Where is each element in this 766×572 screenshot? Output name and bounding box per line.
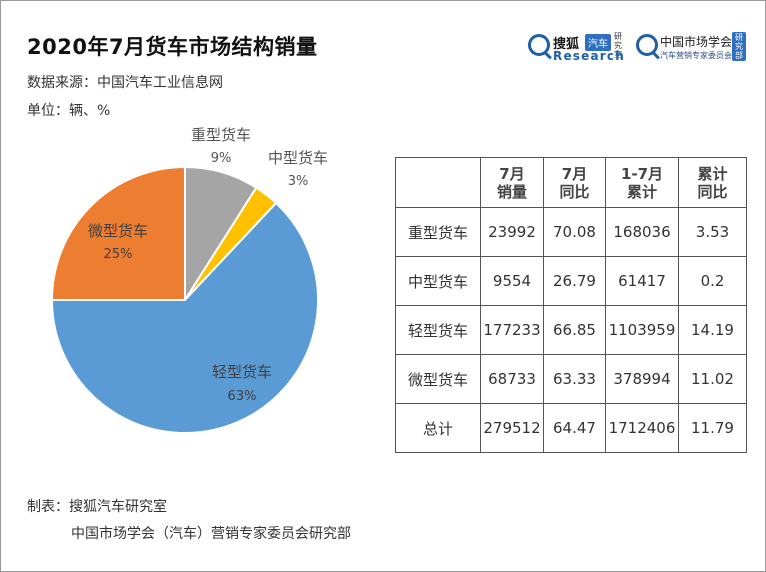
cma-logo-tag: 研究部 (732, 32, 746, 61)
table-header-cell: 1-7月 累计 (605, 157, 679, 208)
table-cell: 11.02 (678, 354, 747, 404)
table-header-cell (395, 157, 481, 208)
table-cell: 61417 (605, 256, 679, 306)
chart-title: 2020年7月货车市场结构销量 (27, 35, 318, 59)
table-cell: 70.08 (543, 207, 606, 257)
table-cell: 0.2 (678, 256, 747, 306)
table-header-cell: 7月 同比 (543, 157, 606, 208)
sohu-research-logo: 搜狐 汽车 研究室 Research (528, 30, 628, 64)
unit-label: 单位：辆、% (27, 103, 111, 119)
footer-credit-2: 中国市场学会（汽车）营销专家委员会研究部 (71, 526, 351, 542)
cma-logo-name: 中国市场学会 (660, 35, 733, 49)
sohu-logo-sub: Research (553, 49, 625, 63)
table-cell: 378994 (605, 354, 679, 404)
slice-label: 微型货车 (88, 222, 148, 240)
table-cell: 11.79 (678, 403, 747, 453)
header-line: 销量 (496, 182, 527, 201)
table-cell: 14.19 (678, 305, 747, 355)
table-cell: 177233 (480, 305, 544, 355)
slice-percent-label: 63% (228, 389, 257, 404)
magnifier-icon (528, 34, 550, 56)
table-row: 微型货车 68733 63.33 378994 11.02 (395, 354, 747, 404)
header-line: 同比 (697, 182, 728, 201)
table-cell: 279512 (480, 403, 544, 453)
table-header-row: 7月 销量 7月 同比 1-7月 累计 累计 同比 (395, 157, 747, 208)
header-line: 7月 (561, 164, 588, 183)
row-label: 重型货车 (395, 207, 481, 257)
slice-label: 轻型货车 (212, 363, 272, 381)
pie-slice (50, 201, 319, 434)
slice-percent-label: 3% (288, 174, 309, 189)
table-cell: 1712406 (605, 403, 679, 453)
row-label: 微型货车 (395, 354, 481, 404)
table-cell: 3.53 (678, 207, 747, 257)
table-row: 总计 279512 64.47 1712406 11.79 (395, 403, 747, 453)
row-label: 中型货车 (395, 256, 481, 306)
header-line: 累计 (626, 182, 657, 201)
row-label: 总计 (395, 403, 481, 453)
table-row: 重型货车 23992 70.08 168036 3.53 (395, 207, 747, 257)
sales-table: 7月 销量 7月 同比 1-7月 累计 累计 同比 重型货车 23992 70.08 1… (395, 157, 747, 453)
footer-credit: 制表：搜狐汽车研究室 (27, 499, 167, 515)
table-cell: 1103959 (605, 305, 679, 355)
slice-percent-label: 9% (211, 151, 232, 166)
table-header-cell: 累计 同比 (678, 157, 747, 208)
slice-label: 中型货车 (268, 149, 328, 167)
table-cell: 168036 (605, 207, 679, 257)
sohu-logo-name: 搜狐 (553, 37, 580, 52)
cma-logo: 中国市场学会 汽车营销专家委员会 研究部 (636, 30, 750, 64)
table-row: 中型货车 9554 26.79 61417 0.2 (395, 256, 747, 306)
table-cell: 66.85 (543, 305, 606, 355)
slice-label: 重型货车 (191, 126, 251, 144)
header-line: 累计 (697, 164, 728, 183)
pie-slice (50, 165, 186, 301)
cma-logo-sub: 汽车营销专家委员会 (660, 51, 732, 60)
table-cell: 9554 (480, 256, 544, 306)
header-line: 同比 (559, 182, 590, 201)
header-line: 1-7月 (620, 164, 664, 183)
table-cell: 23992 (480, 207, 544, 257)
table-cell: 64.47 (543, 403, 606, 453)
table-header-cell: 7月 销量 (480, 157, 544, 208)
slice-percent-label: 25% (104, 247, 133, 262)
row-label: 轻型货车 (395, 305, 481, 355)
header-line: 7月 (499, 164, 525, 183)
table-row: 轻型货车 177233 66.85 1103959 14.19 (395, 305, 747, 355)
table-cell: 26.79 (543, 256, 606, 306)
table-cell: 68733 (480, 354, 544, 404)
sohu-logo-side: 研究室 (614, 32, 622, 59)
table-cell: 63.33 (543, 354, 606, 404)
sohu-logo-badge: 汽车 (585, 34, 611, 51)
magnifier-icon (636, 34, 658, 56)
data-source: 数据来源：中国汽车工业信息网 (27, 75, 223, 91)
